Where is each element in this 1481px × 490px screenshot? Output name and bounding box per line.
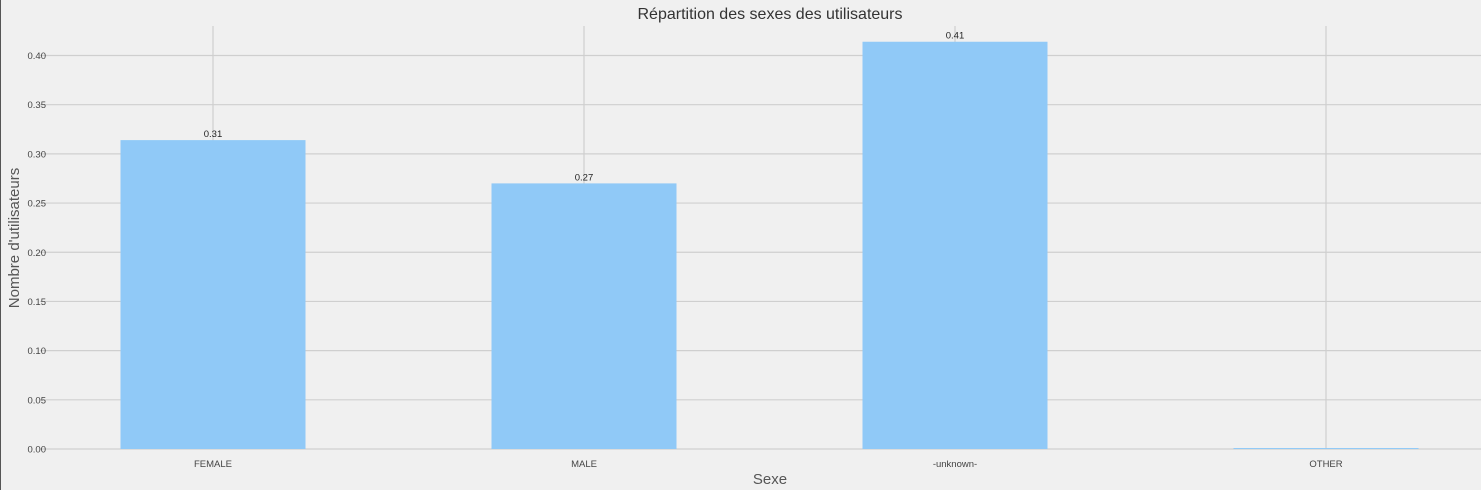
y-tick-label: 0.40 — [28, 51, 47, 62]
bar-value-label: 0.41 — [946, 31, 965, 42]
x-tick-label: FEMALE — [194, 459, 232, 470]
bar-other — [1233, 448, 1419, 450]
bar-value-label: 0.31 — [204, 129, 223, 140]
chart-title: Répartition des sexes des utilisateurs — [637, 6, 902, 23]
y-axis-ticks: 0.00 0.05 0.10 0.15 0.20 0.25 0.30 0.35 0.40 — [28, 51, 47, 455]
y-tick-label: 0.30 — [28, 149, 47, 160]
y-tick-label: 0.15 — [28, 297, 47, 308]
y-tick-label: 0.35 — [28, 100, 47, 111]
y-tick-label: 0.10 — [28, 346, 47, 357]
x-axis-ticks: FEMALE MALE -unknown- OTHER — [194, 459, 1343, 470]
bar-male — [491, 183, 677, 449]
y-tick-label: 0.20 — [28, 248, 47, 259]
y-tick-label: 0.25 — [28, 199, 47, 210]
y-tick-label: 0.00 — [28, 445, 47, 456]
x-tick-label: -unknown- — [933, 459, 977, 470]
bars — [120, 41, 1419, 450]
x-tick-label: OTHER — [1309, 459, 1342, 470]
bar-female — [120, 140, 306, 449]
left-border — [0, 0, 1, 490]
y-axis-label: Nombre d'utilisateurs — [6, 168, 23, 308]
y-tick-label: 0.05 — [28, 395, 47, 406]
data-labels: 0.31 0.27 0.41 — [204, 31, 965, 184]
bar-unknown — [862, 41, 1048, 450]
bar-value-label: 0.27 — [575, 172, 594, 183]
x-tick-label: MALE — [571, 459, 597, 470]
x-axis-label: Sexe — [753, 471, 787, 488]
